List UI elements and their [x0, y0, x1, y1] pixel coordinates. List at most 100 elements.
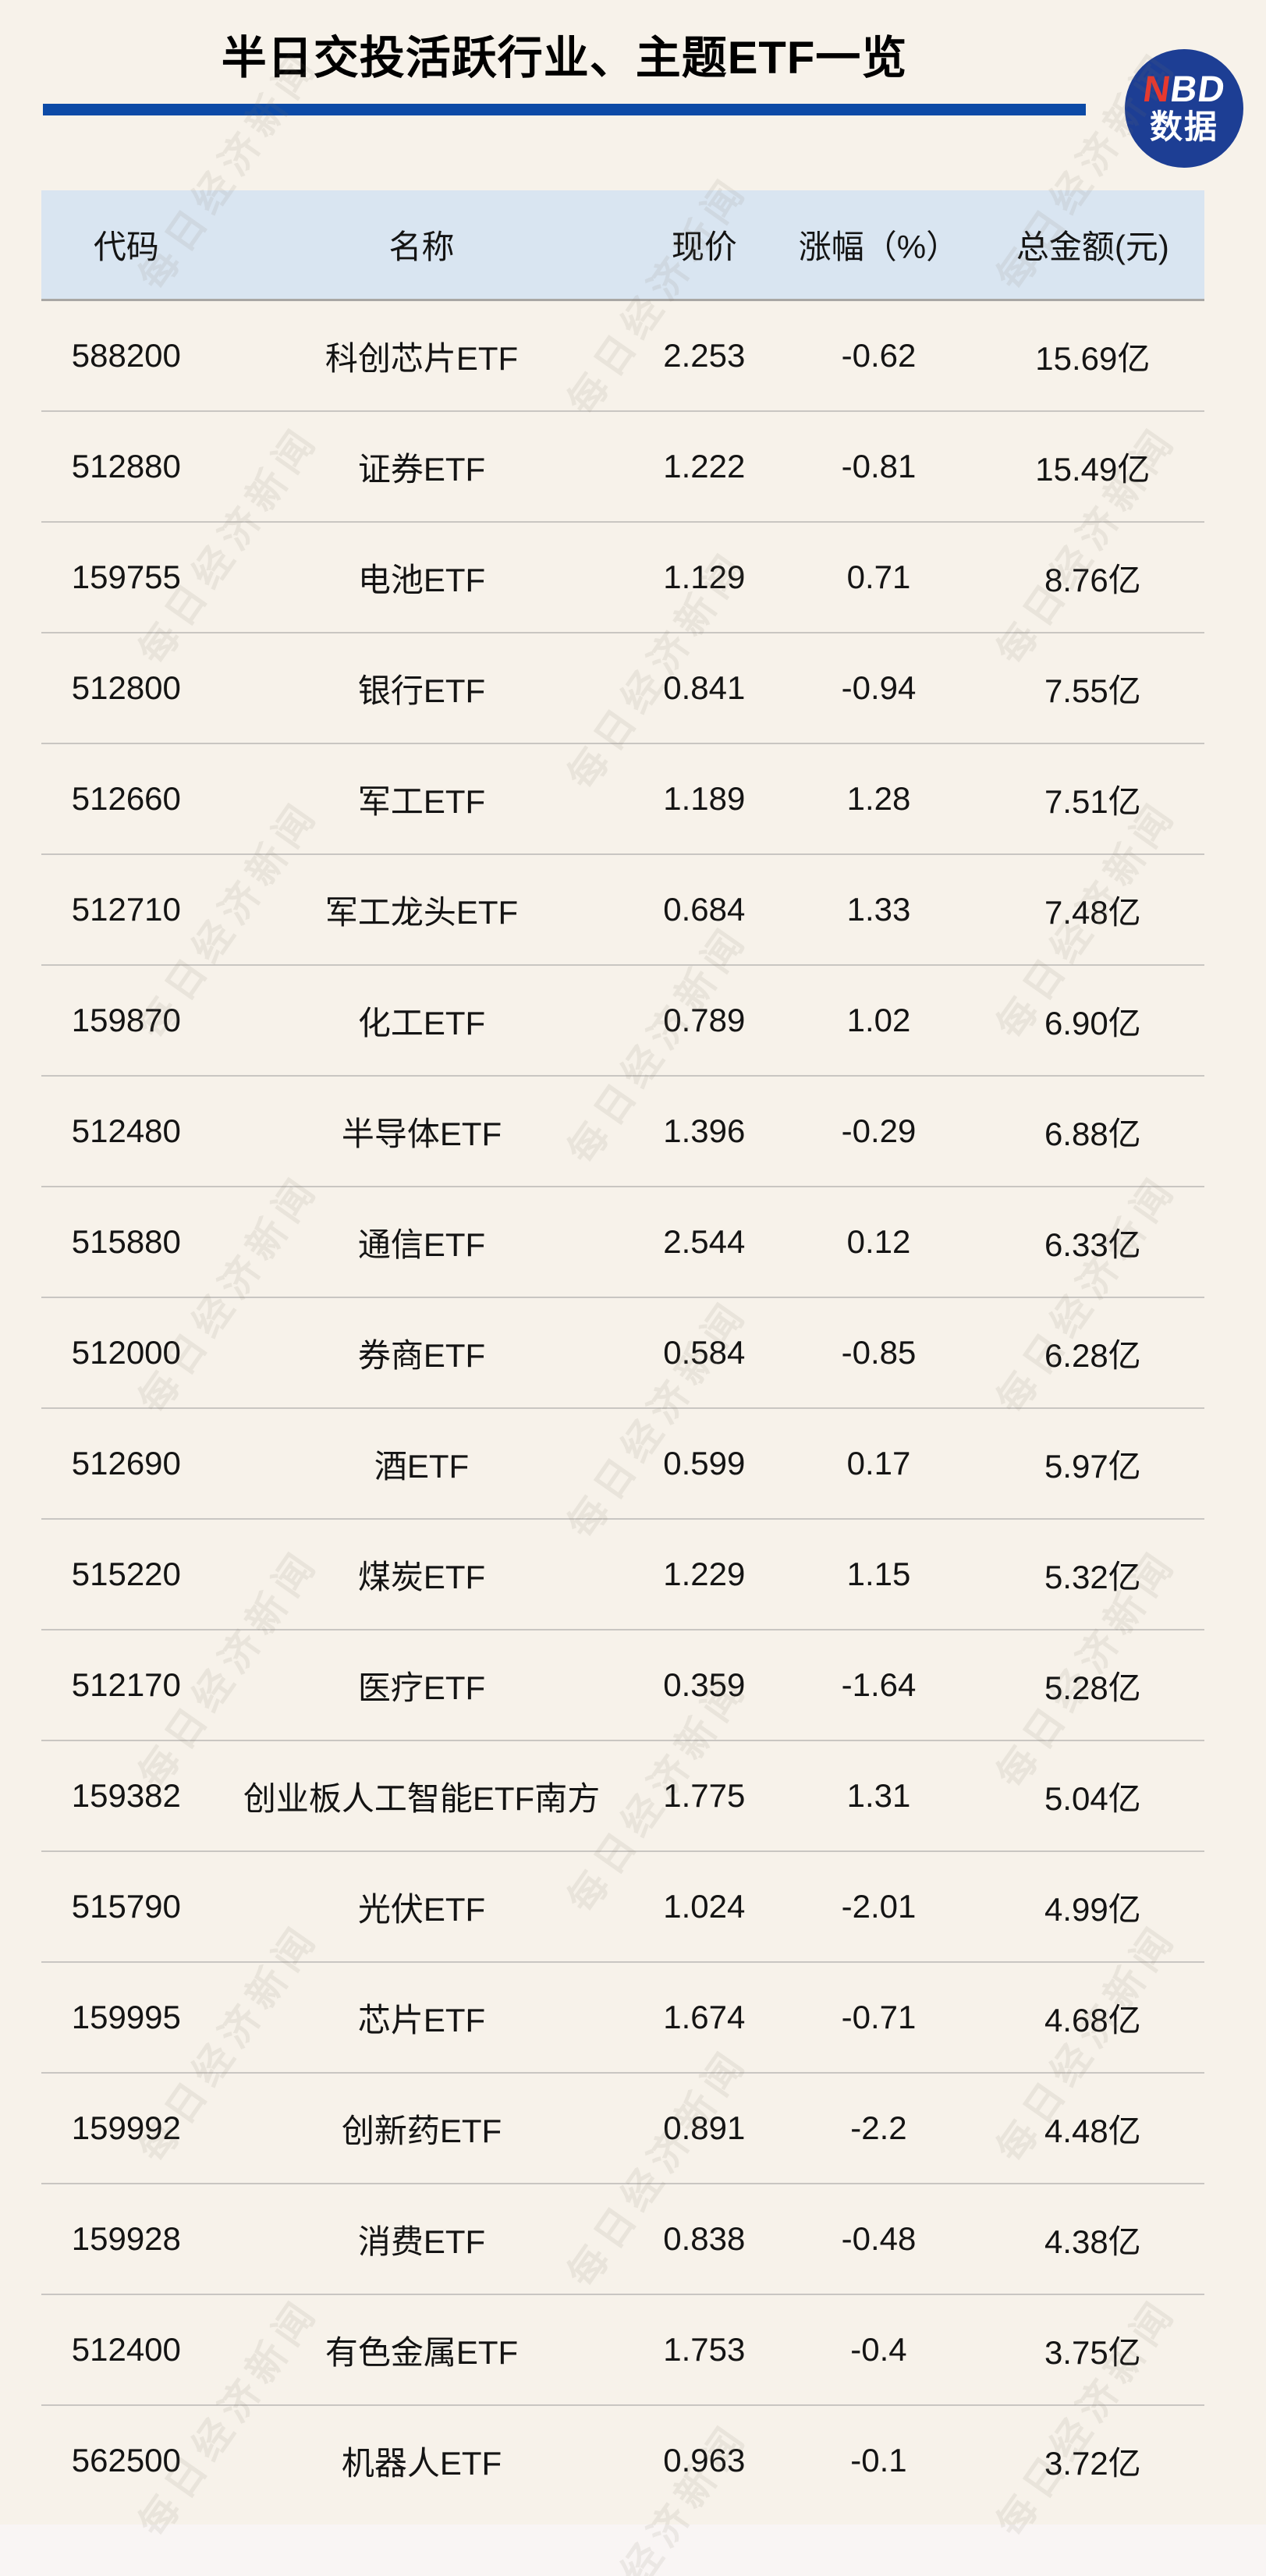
price-cell: 0.789 — [663, 1002, 746, 1038]
name-cell: 科创芯片ETF — [324, 339, 519, 377]
amount-cell: 5.97亿 — [1044, 1447, 1141, 1485]
table-row: 512000 券商ETF 0.584 -0.85 6.28亿 — [41, 1298, 1204, 1409]
price-cell: 1.775 — [663, 1777, 746, 1814]
table-row: 159870 化工ETF 0.789 1.02 6.90亿 — [41, 966, 1204, 1077]
column-header-code: 代码 — [93, 229, 159, 265]
code-cell: 159995 — [71, 1999, 181, 2035]
amount-cell: 3.75亿 — [1044, 2333, 1141, 2371]
amount-cell: 5.32亿 — [1044, 1558, 1141, 1595]
name-cell: 煤炭ETF — [357, 1558, 486, 1595]
name-cell: 酒ETF — [374, 1447, 470, 1485]
amount-cell: 6.88亿 — [1044, 1115, 1141, 1152]
name-cell: 消费ETF — [357, 2223, 486, 2260]
name-cell: 机器人ETF — [341, 2444, 502, 2482]
code-cell: 588200 — [71, 337, 181, 374]
amount-cell: 5.04亿 — [1044, 1779, 1141, 1817]
code-cell: 515790 — [71, 1888, 181, 1925]
table-row: 515880 通信ETF 2.544 0.12 6.33亿 — [41, 1187, 1204, 1298]
change-cell: 0.17 — [846, 1445, 911, 1481]
amount-cell: 6.90亿 — [1044, 1004, 1141, 1041]
code-cell: 512170 — [71, 1666, 181, 1703]
table-row: 512710 军工龙头ETF 0.684 1.33 7.48亿 — [41, 855, 1204, 966]
price-cell: 1.674 — [663, 1999, 746, 2035]
change-cell: 1.28 — [846, 780, 911, 817]
change-cell: -0.94 — [841, 669, 917, 706]
change-cell: -0.81 — [841, 448, 917, 484]
amount-cell: 6.28亿 — [1044, 1336, 1141, 1374]
price-cell: 1.189 — [663, 780, 746, 817]
change-cell: 0.12 — [846, 1223, 911, 1260]
code-cell: 512400 — [71, 2331, 181, 2368]
name-cell: 芯片ETF — [357, 2001, 486, 2038]
price-cell: 0.359 — [663, 1666, 746, 1703]
price-cell: 2.253 — [663, 337, 746, 374]
name-cell: 光伏ETF — [357, 1890, 486, 1928]
name-cell: 半导体ETF — [341, 1115, 502, 1152]
change-cell: 1.31 — [846, 1777, 911, 1814]
price-cell: 0.584 — [663, 1334, 746, 1371]
name-cell: 银行ETF — [357, 672, 486, 709]
logo-text-data: 数据 — [1149, 108, 1218, 145]
page-title: 半日交投活跃行业、主题ETF一览 — [221, 33, 908, 83]
table-row: 512800 银行ETF 0.841 -0.94 7.55亿 — [41, 633, 1204, 744]
table-row: 515220 煤炭ETF 1.229 1.15 5.32亿 — [41, 1520, 1204, 1630]
column-header-change: 涨幅（%） — [798, 229, 959, 265]
code-cell: 512690 — [71, 1445, 181, 1481]
price-cell: 1.396 — [663, 1112, 746, 1149]
code-cell: 562500 — [71, 2442, 181, 2478]
name-cell: 医疗ETF — [357, 1669, 486, 1706]
code-cell: 512880 — [71, 448, 181, 484]
table-row: 159755 电池ETF 1.129 0.71 8.76亿 — [41, 523, 1204, 633]
table-row: 159992 创新药ETF 0.891 -2.2 4.48亿 — [41, 2074, 1204, 2184]
table-header-row: 代码 名称 现价 涨幅（%） 总金额(元) — [41, 190, 1204, 301]
name-cell: 军工ETF — [357, 782, 486, 820]
amount-cell: 4.38亿 — [1044, 2223, 1141, 2260]
name-cell: 创新药ETF — [341, 2112, 502, 2149]
change-cell: -0.71 — [841, 1999, 917, 2035]
footer-strip — [0, 2525, 1266, 2576]
price-cell: 1.129 — [663, 559, 746, 595]
table-row: 512480 半导体ETF 1.396 -0.29 6.88亿 — [41, 1077, 1204, 1187]
nbd-logo: NBD 数据 — [1125, 49, 1243, 168]
price-cell: 0.599 — [663, 1445, 746, 1481]
code-cell: 515880 — [71, 1223, 181, 1260]
change-cell: -0.1 — [850, 2442, 907, 2478]
name-cell: 证券ETF — [357, 450, 486, 488]
table-row: 159928 消费ETF 0.838 -0.48 4.38亿 — [41, 2184, 1204, 2295]
price-cell: 0.684 — [663, 891, 746, 928]
code-cell: 159992 — [71, 2109, 181, 2146]
change-cell: 1.15 — [846, 1556, 911, 1592]
table-row: 159382 创业板人工智能ETF南方 1.775 1.31 5.04亿 — [41, 1741, 1204, 1852]
name-cell: 券商ETF — [357, 1336, 486, 1374]
amount-cell: 4.48亿 — [1044, 2112, 1141, 2149]
amount-cell: 15.69亿 — [1035, 339, 1151, 377]
name-cell: 电池ETF — [357, 561, 486, 598]
code-cell: 512660 — [71, 780, 181, 817]
price-cell: 1.024 — [663, 1888, 746, 1925]
price-cell: 0.891 — [663, 2109, 746, 2146]
price-cell: 1.229 — [663, 1556, 746, 1592]
change-cell: -0.85 — [841, 1334, 917, 1371]
change-cell: 1.33 — [846, 891, 911, 928]
code-cell: 159382 — [71, 1777, 181, 1814]
code-cell: 515220 — [71, 1556, 181, 1592]
column-header-name: 名称 — [388, 229, 455, 265]
price-cell: 1.753 — [663, 2331, 746, 2368]
change-cell: -2.2 — [850, 2109, 907, 2146]
change-cell: -0.29 — [841, 1112, 917, 1149]
change-cell: 1.02 — [846, 1002, 911, 1038]
table-row: 512660 军工ETF 1.189 1.28 7.51亿 — [41, 744, 1204, 855]
change-cell: 0.71 — [846, 559, 911, 595]
logo-letters-bd: BD — [1167, 68, 1229, 109]
amount-cell: 8.76亿 — [1044, 561, 1141, 598]
name-cell: 创业板人工智能ETF南方 — [243, 1779, 601, 1817]
amount-cell: 7.51亿 — [1044, 782, 1141, 820]
table-row: 588200 科创芯片ETF 2.253 -0.62 15.69亿 — [41, 301, 1204, 412]
logo-text-nbd: NBD — [1140, 68, 1229, 109]
change-cell: -1.64 — [841, 1666, 917, 1703]
code-cell: 512480 — [71, 1112, 181, 1149]
code-cell: 159928 — [71, 2220, 181, 2257]
amount-cell: 4.68亿 — [1044, 2001, 1141, 2038]
amount-cell: 7.55亿 — [1044, 672, 1141, 709]
